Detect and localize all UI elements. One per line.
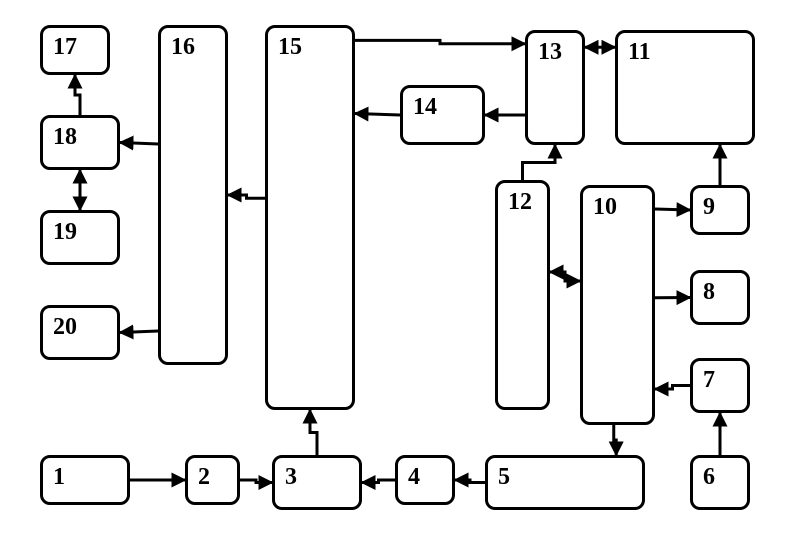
node-label: 9 bbox=[703, 194, 715, 221]
diagram-canvas: 1234567891011121314151617181920 bbox=[0, 0, 800, 553]
node-label: 3 bbox=[285, 464, 297, 491]
node-n9: 9 bbox=[690, 185, 750, 235]
edge-n7-n10 bbox=[655, 386, 690, 390]
node-label: 4 bbox=[408, 464, 420, 491]
node-label: 1 bbox=[53, 464, 65, 491]
edge-n12-n10 bbox=[550, 272, 580, 281]
edge-n18-n17 bbox=[75, 75, 80, 115]
node-n7: 7 bbox=[690, 358, 750, 413]
node-n20: 20 bbox=[40, 305, 120, 360]
node-n3: 3 bbox=[272, 455, 362, 510]
edge-n4-n3 bbox=[362, 480, 395, 483]
node-label: 8 bbox=[703, 279, 715, 306]
node-label: 2 bbox=[198, 464, 210, 491]
node-label: 20 bbox=[53, 314, 77, 341]
edge-n14-n15 bbox=[355, 114, 400, 115]
node-label: 18 bbox=[53, 124, 77, 151]
edge-n15-n16 bbox=[228, 195, 265, 198]
edge-n12-n13 bbox=[523, 145, 556, 180]
node-n15: 15 bbox=[265, 25, 355, 410]
node-label: 10 bbox=[593, 194, 617, 221]
node-n4: 4 bbox=[395, 455, 455, 505]
node-n11: 11 bbox=[615, 30, 755, 145]
node-n12: 12 bbox=[495, 180, 550, 410]
edge-n16-n20 bbox=[120, 331, 158, 333]
node-label: 5 bbox=[498, 464, 510, 491]
edge-n2-n3 bbox=[240, 480, 272, 483]
node-label: 15 bbox=[278, 34, 302, 61]
node-label: 12 bbox=[508, 189, 532, 216]
node-n8: 8 bbox=[690, 270, 750, 325]
node-n6: 6 bbox=[690, 455, 750, 510]
node-n5: 5 bbox=[485, 455, 645, 510]
edge-n3-n15 bbox=[310, 410, 317, 455]
node-label: 13 bbox=[538, 39, 562, 66]
node-n17: 17 bbox=[40, 25, 110, 75]
node-n10: 10 bbox=[580, 185, 655, 425]
node-label: 17 bbox=[53, 34, 77, 61]
node-label: 6 bbox=[703, 464, 715, 491]
node-n1: 1 bbox=[40, 455, 130, 505]
edge-n10-n5 bbox=[614, 425, 616, 455]
edge-n15-n13 bbox=[355, 40, 525, 43]
node-n19: 19 bbox=[40, 210, 120, 265]
edge-n5-n4 bbox=[455, 480, 485, 483]
edge-n10-n9 bbox=[655, 209, 690, 210]
node-n2: 2 bbox=[185, 455, 240, 505]
node-label: 16 bbox=[171, 34, 195, 61]
node-n18: 18 bbox=[40, 115, 120, 170]
edge-n16-n18 bbox=[120, 143, 158, 145]
node-n16: 16 bbox=[158, 25, 228, 365]
node-n14: 14 bbox=[400, 85, 485, 145]
node-label: 14 bbox=[413, 94, 437, 121]
node-label: 7 bbox=[703, 367, 715, 394]
node-n13: 13 bbox=[525, 30, 585, 145]
node-label: 19 bbox=[53, 219, 77, 246]
node-label: 11 bbox=[628, 39, 651, 66]
